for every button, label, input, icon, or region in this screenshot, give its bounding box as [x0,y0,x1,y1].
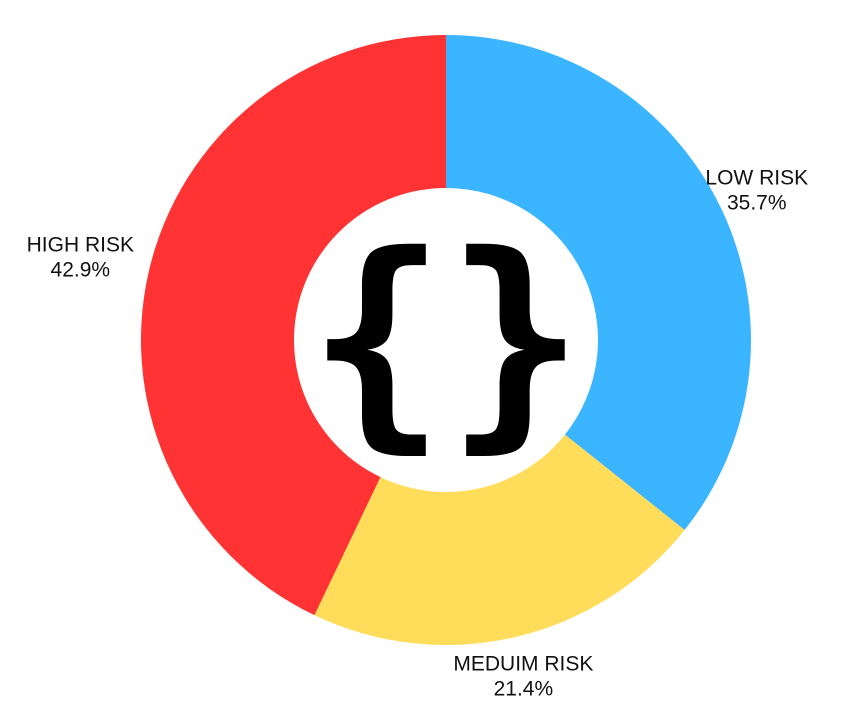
slice-low-risk [446,35,752,530]
curly-braces-icon: {} [308,207,585,474]
slices-group [140,35,752,645]
slice-value-high-risk: 42.9% [51,259,111,282]
slice-value-low-risk: 35.7% [727,192,787,215]
slice-meduim-risk [314,434,685,645]
slice-value-meduim-risk: 21.4% [494,678,554,701]
slice-label-high-risk: HIGH RISK [27,234,134,257]
slice-label-low-risk: LOW RISK [705,167,808,190]
slice-high-risk [140,35,447,616]
slice-label-meduim-risk: MEDUIM RISK [453,653,593,676]
